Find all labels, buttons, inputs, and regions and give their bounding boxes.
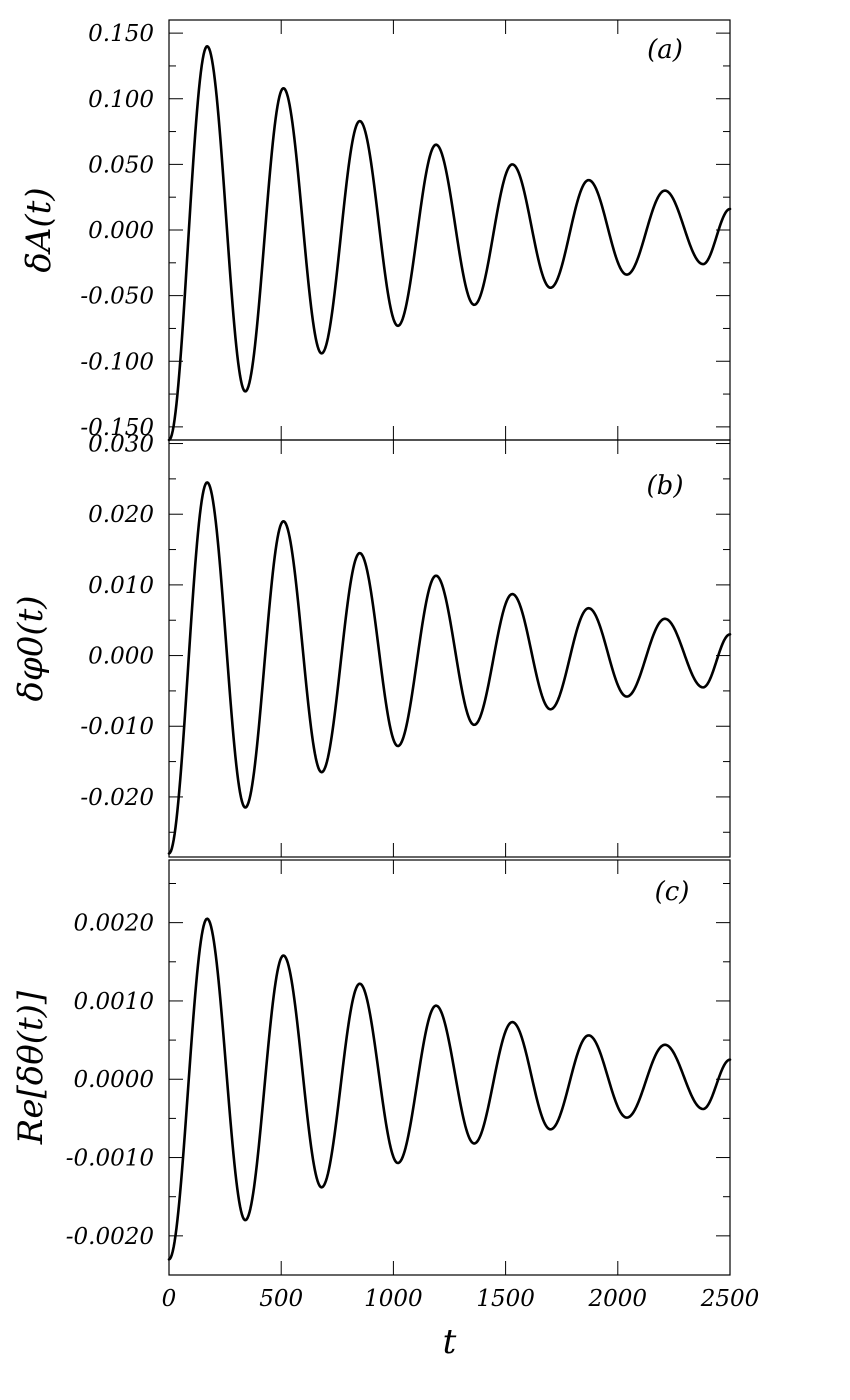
series-line-1 (167, 917, 732, 1261)
series-line-1 (167, 44, 732, 442)
y-tick-label: 0.0020 (74, 911, 154, 937)
y-tick-label: -0.0020 (66, 1224, 154, 1250)
x-tick-label: 2000 (588, 1286, 648, 1312)
chart-panel-3: -0.0020 -0.0010 0.0000 0.0010 0.0020 0 500 1000… (11, 859, 760, 1362)
x-tick-label: 500 (259, 1286, 303, 1312)
y-tick-label: -0.0010 (66, 1146, 154, 1172)
y-tick-label: -0.150 (80, 415, 154, 441)
y-tick-label: 0.100 (88, 87, 154, 113)
plot-frame (168, 439, 731, 858)
chart-panel-1: -0.150 -0.100 -0.050 0.000 0.050 0.100 0.150 (a… (19, 19, 732, 442)
y-tick-label: -0.010 (80, 714, 154, 740)
panel-label: (c) (655, 877, 690, 907)
y-tick-label: 0.020 (88, 502, 154, 528)
x-tick-label: 2500 (700, 1286, 760, 1312)
y-tick-label: -0.100 (80, 349, 154, 375)
y-tick-label: 0.0000 (74, 1067, 154, 1093)
chart-panel-2: -0.020 -0.010 0.000 0.010 0.020 0.030 (b) δφ0(t… (11, 432, 732, 858)
y-tick-label: 0.030 (88, 432, 154, 458)
panel-label: (b) (647, 471, 684, 501)
y-tick-label: -0.050 (80, 284, 154, 310)
chart-panels: -0.150 -0.100 -0.050 0.000 0.050 0.100 0.150 (a… (11, 19, 760, 1362)
series-line-1 (167, 481, 732, 855)
y-tick-label: 0.010 (88, 573, 154, 599)
x-tick-label: 1000 (364, 1286, 423, 1312)
x-tick-label: 1500 (476, 1286, 535, 1312)
panel-label: (a) (647, 35, 683, 65)
y-tick-label: 0.000 (88, 644, 154, 670)
y-tick-label: 0.050 (88, 152, 154, 178)
x-axis-label: t (443, 1322, 457, 1362)
y-axis-label: δφ0(t) (11, 595, 51, 701)
y-axis-label: δA(t) (19, 187, 59, 272)
y-axis-label: Re[δθ(t)] (11, 990, 51, 1145)
y-tick-label: 0.150 (88, 21, 154, 47)
y-tick-label: 0.000 (88, 218, 154, 244)
plot-frame (168, 859, 731, 1276)
y-tick-label: -0.020 (80, 785, 154, 811)
x-tick-label: 0 (162, 1286, 177, 1312)
y-tick-label: 0.0010 (74, 989, 154, 1015)
